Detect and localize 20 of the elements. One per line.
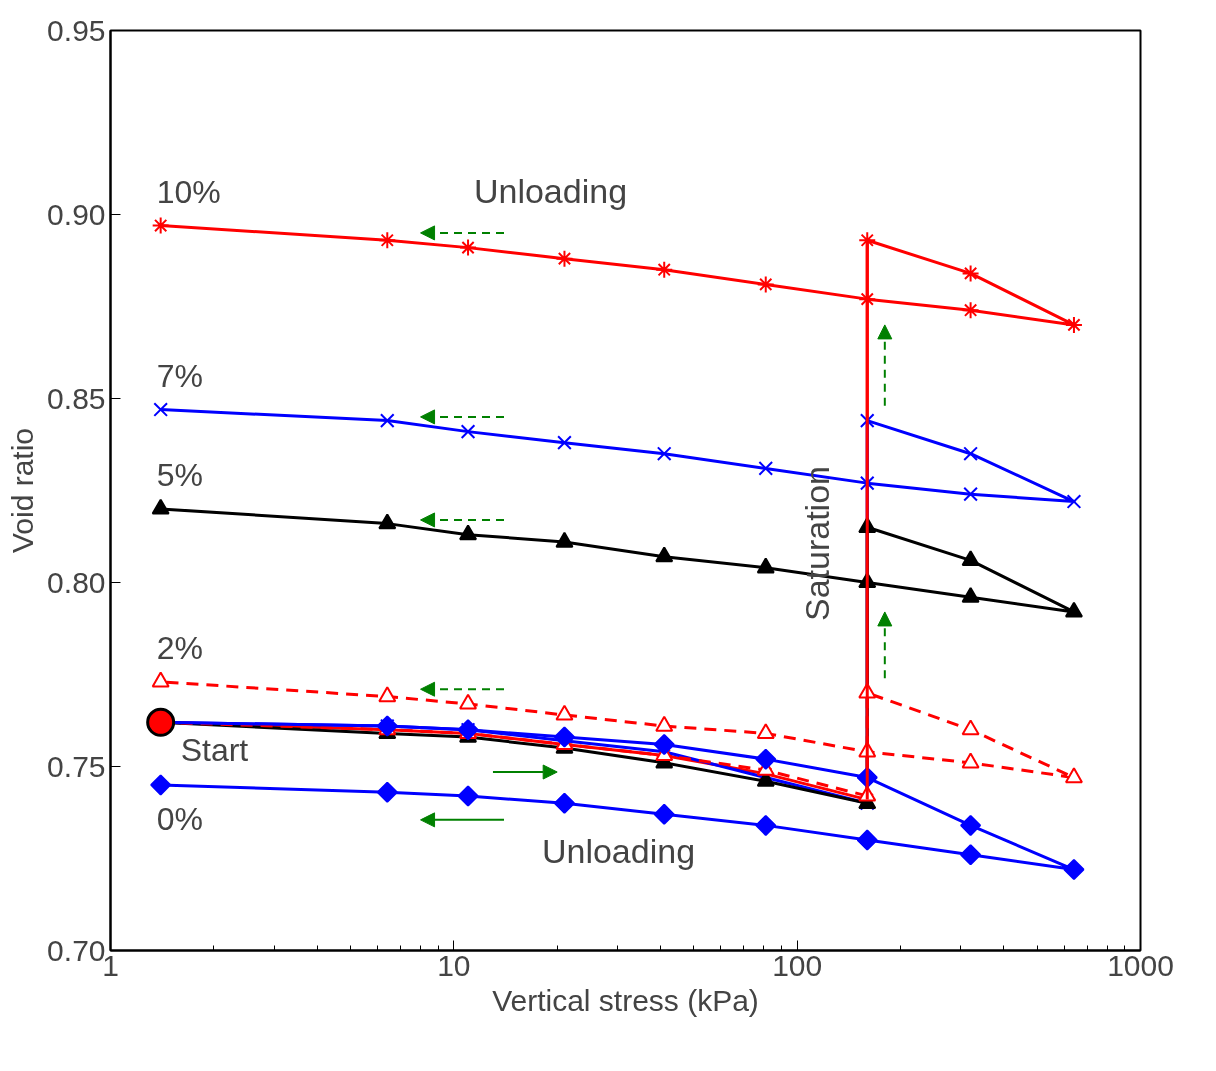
y-axis-title: Void ratio [6,427,40,554]
y-tick-label: 0.95 [47,13,106,47]
x-tick-label: 100 [772,948,823,982]
y-tick-label: 0.70 [47,933,106,967]
annotation: Unloading [541,831,696,870]
y-tick-label: 0.75 [47,749,106,783]
series-label: 5% [156,456,203,493]
annotation: Saturation [797,466,836,621]
series-label: 0% [156,800,203,837]
y-tick-label: 0.85 [47,381,106,415]
x-tick-label: 10 [437,948,471,982]
y-tick-label: 0.90 [47,197,106,231]
y-tick-label: 0.80 [47,565,106,599]
series-label: 7% [156,357,203,394]
x-tick-label: 1000 [1107,948,1174,982]
series-label: 2% [156,629,203,666]
series-label: Start [180,732,249,769]
annotation: Unloading [473,171,628,210]
series-label: 10% [156,173,221,210]
x-axis-title: Vertical stress (kPa) [492,983,759,1017]
